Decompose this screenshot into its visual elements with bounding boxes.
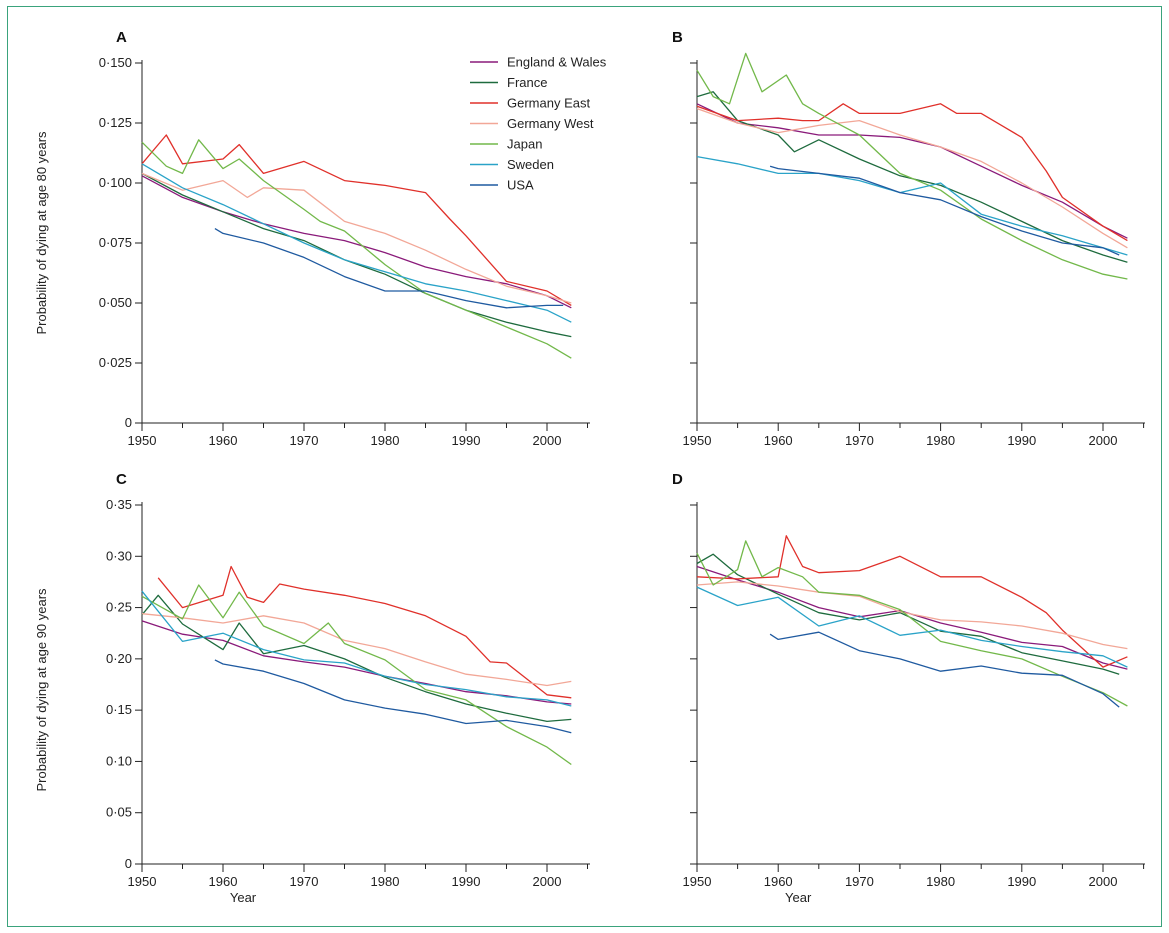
series-line-england-wales (696, 103, 1128, 239)
series-line-germany-west (141, 613, 572, 687)
y-tick-label: 0·125 (99, 115, 132, 130)
series-line-germany-east (696, 535, 1128, 668)
x-tick-label: 1970 (845, 433, 874, 448)
panel-d: D 1950 1960 1970 1980 1990 2000 Year (672, 471, 1145, 905)
x-tick-label: 1980 (371, 433, 400, 448)
x-tick-label: 1980 (926, 874, 955, 889)
series-line-germany-west (696, 581, 1128, 650)
series-line-japan (141, 584, 572, 766)
y-tick-label: 0·20 (106, 651, 132, 666)
panel-b: B 1950 1960 1970 1980 1990 2000 (672, 29, 1145, 448)
series-line-germany-west (141, 172, 572, 304)
y-tick-label: 0·35 (106, 497, 132, 512)
x-tick-label: 1970 (845, 874, 874, 889)
y-title-bottom: Probability of dying at age 90 years (34, 588, 49, 792)
series-line-germany-west (696, 107, 1128, 249)
legend-label: Sweden (507, 157, 554, 172)
series-line-france (696, 553, 1120, 675)
series-line-sweden (696, 155, 1128, 256)
series-line-england-wales (696, 565, 1128, 670)
x-tick-label: 1960 (209, 433, 238, 448)
series-line-usa (769, 165, 1120, 256)
panel-c: C 0 0·05 0·10 0·15 0·20 0·25 0·30 0·35 1950 1960 19… (106, 471, 590, 905)
legend-label: Japan (507, 137, 542, 152)
y-tick-label: 0 (125, 856, 132, 871)
series-line-usa (769, 631, 1120, 708)
series-line-japan (696, 540, 1128, 707)
x-tick-label: 1980 (371, 874, 400, 889)
x-axis-title: Year (785, 890, 812, 905)
x-tick-label: 1970 (290, 433, 319, 448)
y-tick-label: 0·10 (106, 753, 132, 768)
y-tick-label: 0·25 (106, 600, 132, 615)
series-line-germany-east (141, 134, 572, 306)
x-tick-label: 1960 (764, 433, 793, 448)
legend-label: England & Wales (507, 55, 607, 70)
y-tick-label: 0 (125, 415, 132, 430)
panel-letter: A (116, 29, 127, 46)
series-line-france (141, 172, 572, 338)
x-tick-label: 2000 (533, 433, 562, 448)
y-tick-label: 0·025 (99, 355, 132, 370)
series-line-usa (214, 228, 564, 309)
x-tick-label: 1950 (683, 433, 712, 448)
legend-label: Germany East (507, 96, 590, 111)
series-line-sweden (696, 586, 1128, 668)
x-tick-label: 2000 (1089, 874, 1118, 889)
x-tick-label: 1950 (128, 433, 157, 448)
x-tick-label: 1980 (926, 433, 955, 448)
series-line-usa (214, 659, 572, 734)
x-tick-label: 1970 (290, 874, 319, 889)
y-tick-label: 0·050 (99, 295, 132, 310)
y-tick-label: 0·15 (106, 702, 132, 717)
x-tick-label: 1990 (1007, 433, 1036, 448)
series-line-sweden (141, 590, 572, 707)
series-line-germany-east (157, 565, 572, 699)
series-line-england-wales (141, 620, 572, 705)
series-line-japan (141, 139, 572, 359)
x-tick-label: 1960 (764, 874, 793, 889)
legend: England & Wales France Germany East Germany… (470, 55, 607, 193)
x-tick-label: 1990 (452, 433, 481, 448)
legend-label: Germany West (507, 116, 594, 131)
y-tick-label: 0·075 (99, 235, 132, 250)
legend-label: France (507, 75, 547, 90)
x-axis-title: Year (230, 890, 257, 905)
x-tick-label: 1950 (128, 874, 157, 889)
y-tick-label: 0·100 (99, 175, 132, 190)
figure-frame (7, 6, 1162, 927)
x-tick-label: 1990 (1007, 874, 1036, 889)
panel-letter: B (672, 29, 683, 46)
series-line-france (696, 91, 1128, 263)
panel-letter: D (672, 471, 683, 488)
legend-label: USA (507, 178, 534, 193)
x-tick-label: 2000 (1089, 433, 1118, 448)
series-line-japan (696, 52, 1128, 280)
panel-letter: C (116, 471, 127, 488)
y-tick-label: 0·05 (106, 805, 132, 820)
x-tick-label: 1990 (452, 874, 481, 889)
x-tick-label: 1960 (209, 874, 238, 889)
series-line-germany-east (696, 103, 1128, 242)
x-tick-label: 1950 (683, 874, 712, 889)
series-line-sweden (141, 163, 572, 323)
y-tick-label: 0·30 (106, 548, 132, 563)
y-tick-label: 0·150 (99, 55, 132, 70)
x-tick-label: 2000 (533, 874, 562, 889)
panel-a: A 0 0·025 0·050 0·075 0·100 0·125 0·150 1950 1960… (99, 29, 607, 448)
y-title-top: Probability of dying at age 80 years (34, 131, 49, 335)
series-line-france (141, 594, 572, 723)
